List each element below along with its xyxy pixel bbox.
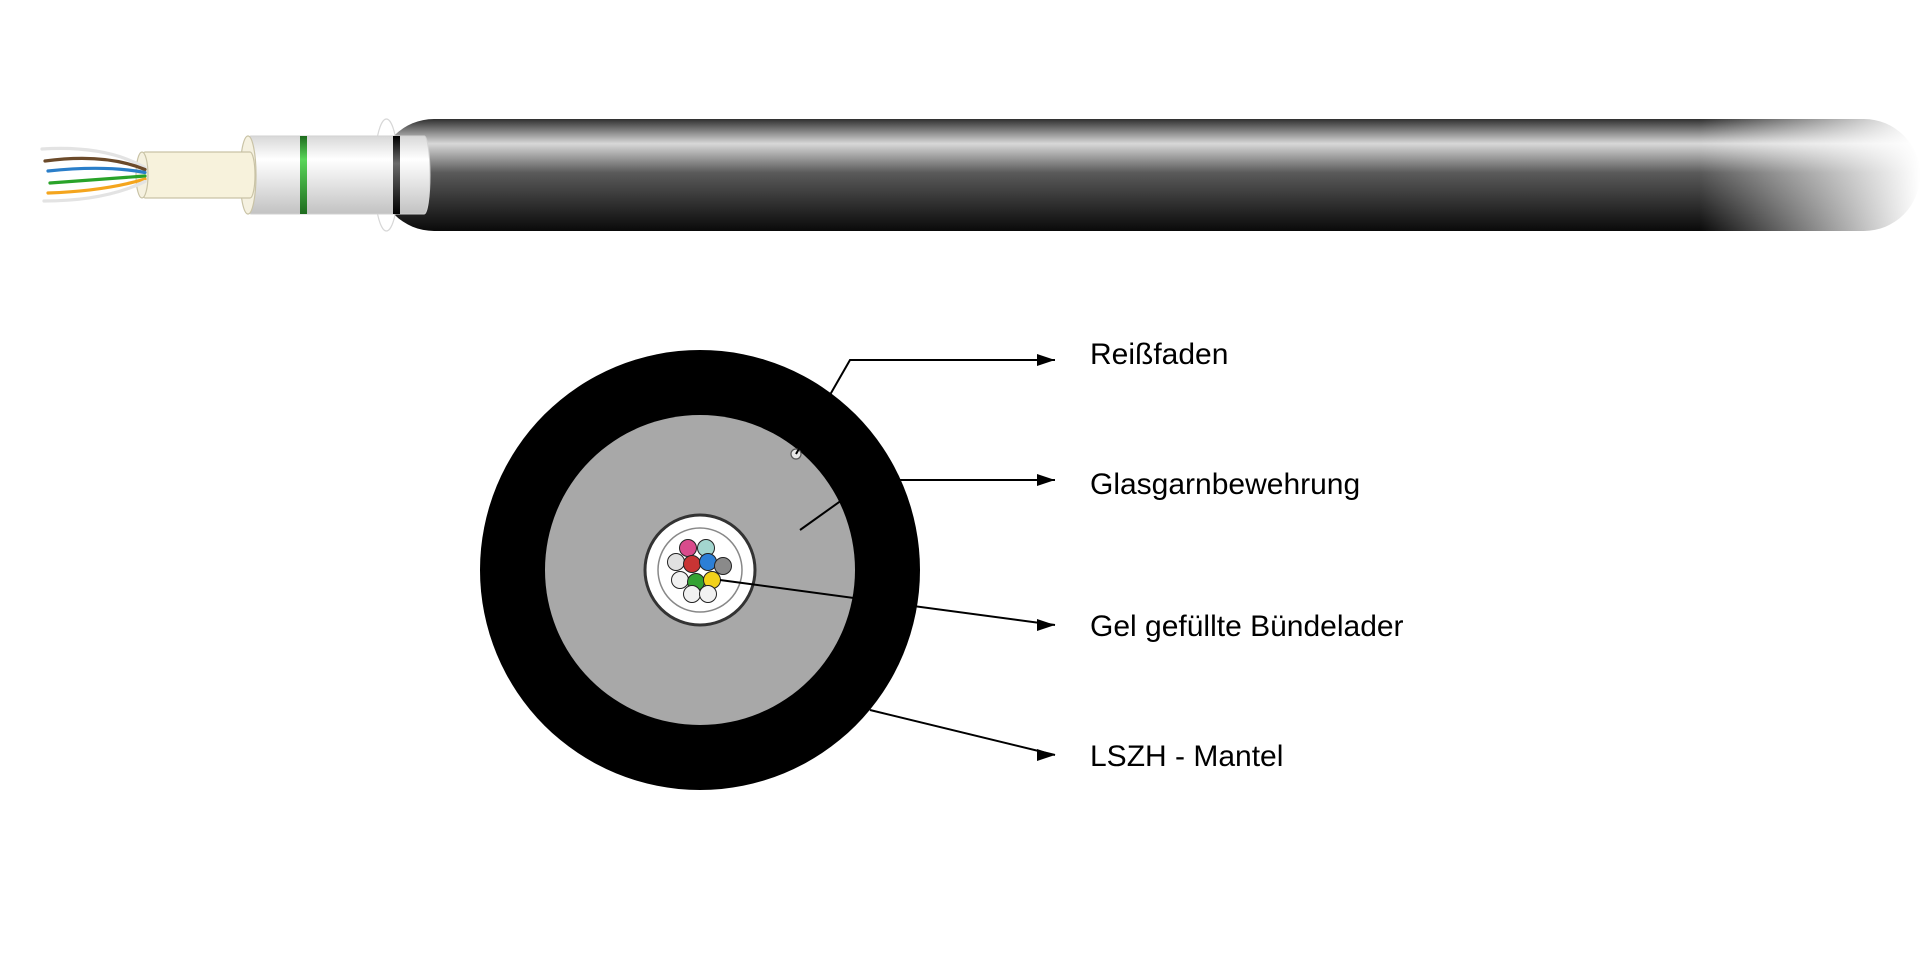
arrowhead-icon bbox=[1037, 749, 1055, 761]
arrowhead-icon bbox=[1037, 619, 1055, 631]
leader-line bbox=[870, 710, 1055, 755]
cable-fade-overlay bbox=[1700, 117, 1920, 233]
label-buendelader: Gel gefüllte Bündelader bbox=[1090, 610, 1404, 644]
cross-fiber-dot bbox=[672, 572, 689, 589]
cable-outer-jacket-side bbox=[378, 119, 1920, 231]
label-reissfaden: Reißfaden bbox=[1090, 338, 1228, 372]
cable-band bbox=[300, 136, 307, 214]
cross-fiber-dot bbox=[715, 558, 732, 575]
arrowhead-icon bbox=[1037, 354, 1055, 366]
cross-fiber-dot bbox=[668, 554, 685, 571]
cross-fiber-dot bbox=[684, 586, 701, 603]
cable-buffer-tube-side bbox=[140, 152, 255, 198]
label-glasgarn: Glasgarnbewehrung bbox=[1090, 468, 1360, 502]
arrowhead-icon bbox=[1037, 474, 1055, 486]
cross-fiber-dot bbox=[700, 586, 717, 603]
cross-fiber-dot bbox=[680, 540, 697, 557]
cross-fiber-dot bbox=[700, 554, 717, 571]
cable-band bbox=[393, 136, 400, 214]
fiber-strand bbox=[48, 168, 145, 172]
cable-inner-layer-side bbox=[245, 136, 430, 214]
label-mantel: LSZH - Mantel bbox=[1090, 740, 1283, 774]
diagram-svg bbox=[0, 0, 1920, 960]
cross-fiber-dot bbox=[684, 556, 701, 573]
